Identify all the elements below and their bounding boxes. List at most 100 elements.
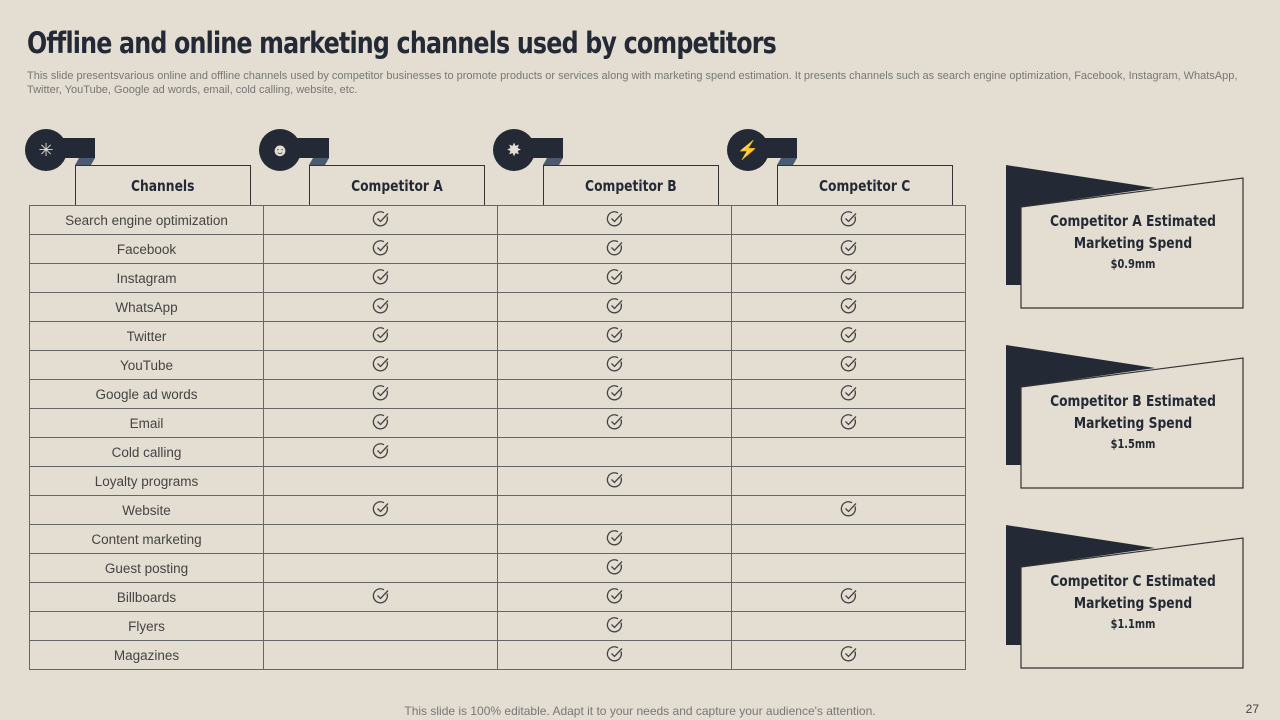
check-circle-icon (840, 355, 858, 376)
check-circle-icon (840, 413, 858, 434)
svg-text:☻: ☻ (271, 140, 290, 160)
check-circle-icon (606, 326, 624, 347)
table-row: Billboards (29, 582, 966, 612)
channel-name: Loyalty programs (29, 466, 264, 496)
cell-competitor-c (731, 408, 966, 438)
check-circle-icon (372, 210, 390, 231)
cell-competitor-b (497, 640, 732, 670)
table-row: Email (29, 408, 966, 438)
cell-competitor-a (263, 495, 498, 525)
check-circle-icon (606, 268, 624, 289)
spend-value: $1.5mm (1110, 437, 1156, 451)
cell-competitor-c (731, 524, 966, 554)
cell-competitor-c (731, 611, 966, 641)
check-circle-icon (372, 384, 390, 405)
cell-competitor-a (263, 379, 498, 409)
check-circle-icon (840, 210, 858, 231)
channel-name: Website (29, 495, 264, 525)
check-circle-icon (606, 355, 624, 376)
clash-icon: ✸ (493, 129, 563, 171)
check-circle-icon (372, 326, 390, 347)
table-row: Website (29, 495, 966, 525)
check-circle-icon (606, 297, 624, 318)
check-circle-icon (840, 326, 858, 347)
cell-competitor-a (263, 263, 498, 293)
cell-competitor-a (263, 234, 498, 264)
table-row: YouTube (29, 350, 966, 380)
cell-competitor-c (731, 205, 966, 235)
cell-competitor-a (263, 321, 498, 351)
cell-competitor-a (263, 640, 498, 670)
cell-competitor-c (731, 292, 966, 322)
channel-name: Google ad words (29, 379, 264, 409)
cell-competitor-c (731, 379, 966, 409)
cell-competitor-b (497, 234, 732, 264)
spend-label: Competitor B Estimated Marketing Spend (1050, 392, 1216, 432)
page-title: Offline and online marketing channels us… (27, 26, 777, 60)
check-circle-icon (372, 413, 390, 434)
check-circle-icon (606, 239, 624, 260)
spend-value: $0.9mm (1110, 257, 1156, 271)
cell-competitor-b (497, 553, 732, 583)
channel-name: WhatsApp (29, 292, 264, 322)
table-row: Facebook (29, 234, 966, 264)
column-header: Competitor A (309, 165, 485, 206)
cell-competitor-b (497, 582, 732, 612)
cell-competitor-b (497, 292, 732, 322)
spend-card: Competitor A Estimated Marketing Spend $… (1005, 165, 1245, 310)
cell-competitor-c (731, 321, 966, 351)
column-header: Competitor C (777, 165, 953, 206)
cell-competitor-a (263, 582, 498, 612)
check-circle-icon (606, 384, 624, 405)
check-circle-icon (372, 355, 390, 376)
cell-competitor-b (497, 524, 732, 554)
cell-competitor-c (731, 234, 966, 264)
cell-competitor-a (263, 553, 498, 583)
cell-competitor-b (497, 350, 732, 380)
page-subtitle: This slide presentsvarious online and of… (27, 70, 1238, 96)
cell-competitor-a (263, 350, 498, 380)
check-circle-icon (606, 645, 624, 666)
cell-competitor-c (731, 495, 966, 525)
cell-competitor-b (497, 466, 732, 496)
column-header: Channels (75, 165, 251, 206)
fighting-people-icon: ⚡ (727, 129, 797, 171)
competing-heads-icon: ☻ (259, 129, 329, 171)
cell-competitor-a (263, 408, 498, 438)
cell-competitor-c (731, 466, 966, 496)
channel-name: Instagram (29, 263, 264, 293)
table-row: Twitter (29, 321, 966, 351)
svg-text:⚡: ⚡ (737, 139, 759, 161)
page-number: 27 (1245, 702, 1259, 716)
cell-competitor-c (731, 350, 966, 380)
cell-competitor-c (731, 582, 966, 612)
check-circle-icon (372, 268, 390, 289)
channel-name: Email (29, 408, 264, 438)
cell-competitor-a (263, 292, 498, 322)
network-hub-icon: ✳ (25, 129, 95, 171)
table-row: Guest posting (29, 553, 966, 583)
table-row: Google ad words (29, 379, 966, 409)
channel-name: Billboards (29, 582, 264, 612)
spend-card: Competitor C Estimated Marketing Spend $… (1005, 525, 1245, 670)
check-circle-icon (840, 384, 858, 405)
channel-name: Flyers (29, 611, 264, 641)
table-row: Loyalty programs (29, 466, 966, 496)
check-circle-icon (606, 558, 624, 579)
check-circle-icon (606, 616, 624, 637)
cell-competitor-c (731, 640, 966, 670)
check-circle-icon (606, 210, 624, 231)
table-row: Cold calling (29, 437, 966, 467)
table-row: Instagram (29, 263, 966, 293)
check-circle-icon (840, 239, 858, 260)
check-circle-icon (606, 413, 624, 434)
svg-text:✸: ✸ (506, 140, 521, 160)
cell-competitor-a (263, 205, 498, 235)
check-circle-icon (372, 239, 390, 260)
check-circle-icon (840, 500, 858, 521)
check-circle-icon (372, 500, 390, 521)
check-circle-icon (606, 587, 624, 608)
cell-competitor-b (497, 205, 732, 235)
cell-competitor-c (731, 437, 966, 467)
cell-competitor-b (497, 321, 732, 351)
